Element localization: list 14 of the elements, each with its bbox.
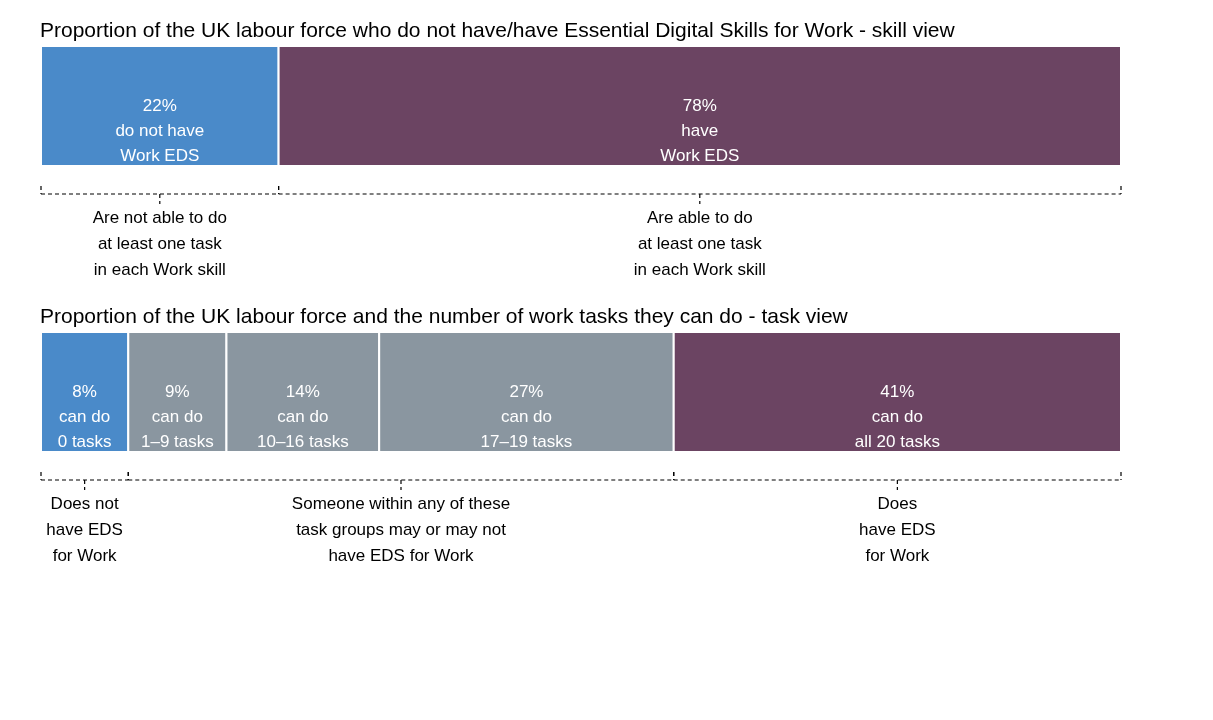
data-label: 14% can do 10–16 tasks [256,382,349,451]
text: Does have EDS for Work [859,494,936,565]
text: Are not able to do at least one task in each Work skill [92,208,227,279]
data-label: 41% can do all 20 tasks [854,382,940,451]
text: Does not have EDS for Work [46,494,123,565]
chart-title: Proportion of the UK labour force who do not have/have Essential Digital Skills for Work - skill view [40,18,956,41]
data-label: 8% can do 0 tasks [57,382,112,451]
text: Someone within any of these task groups may or may not have EDS for Work [291,494,511,565]
data-label: 9% can do 1–9 tasks [140,382,214,451]
text: Are able to do at least one task in each Work skill [633,208,766,279]
chart-title: Proportion of the UK labour force and the number of work tasks they can do - task view [40,304,849,327]
data-label: 22% do not have Work EDS [115,96,205,165]
data-label: 78% have Work EDS [660,96,740,165]
data-label: 27% can do 17–19 tasks [480,382,573,451]
